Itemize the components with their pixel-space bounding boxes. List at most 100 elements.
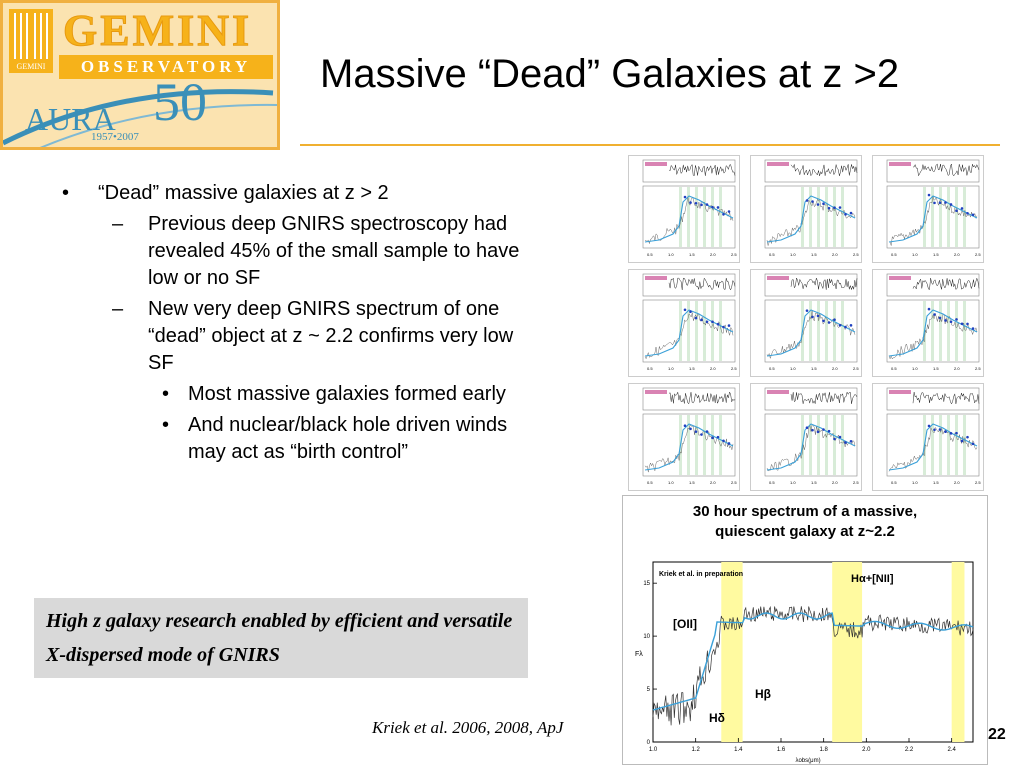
thumb-data-point <box>689 201 692 204</box>
thumb-data-point <box>955 318 958 321</box>
thumb-data-point <box>949 320 953 324</box>
thumb-data-point <box>827 321 831 324</box>
thumb-x-tick: 2.5 <box>975 366 981 371</box>
thumb-band <box>825 415 828 475</box>
thumb-noise-line <box>912 277 980 291</box>
thumb-data-point <box>722 439 725 443</box>
thumb-band <box>687 301 690 361</box>
thumb-data-point <box>933 201 936 205</box>
thumb-x-tick: 2.0 <box>710 480 716 485</box>
thumb-x-tick: 1.0 <box>790 366 796 371</box>
thumb-band <box>825 301 828 361</box>
bullet-level2: – Previous deep GNIRS spectroscopy had r… <box>112 211 532 292</box>
thumb-band <box>695 415 698 475</box>
thumb-main-frame <box>642 185 736 249</box>
thumb-data-point <box>705 203 709 206</box>
thumb-data-point <box>811 428 814 432</box>
thumb-data-point <box>927 193 931 197</box>
thumbnail-plot: 0.5 1.0 1.5 2.0 2.5 <box>764 159 859 257</box>
bullet-text: Previous deep GNIRS spectroscopy had rev… <box>148 213 520 289</box>
thumb-data-point <box>844 213 847 216</box>
thumb-id-label <box>889 162 911 166</box>
thumb-model-line <box>766 195 856 243</box>
thumbnail-plot: 0.5 1.0 1.5 2.0 2.5 <box>642 273 737 371</box>
thumb-data-point <box>694 430 698 433</box>
thumb-id-label <box>767 162 789 166</box>
thumb-top-frame <box>886 159 980 183</box>
thumbnail-plot: 0.5 1.0 1.5 2.0 2.5 <box>764 387 859 485</box>
thumb-data-point <box>849 440 853 443</box>
thumb-band <box>817 301 820 361</box>
thumb-data-point <box>944 201 947 204</box>
thumb-data-point <box>833 206 836 209</box>
spectrum-plot: Kriek et al. in preparation [OII] Hδ Hβ … <box>635 561 974 764</box>
thumb-noise-line <box>668 277 736 291</box>
thumb-data-point <box>705 430 709 433</box>
thumb-x-tick: 2.0 <box>832 480 838 485</box>
bullet-marker: • <box>162 414 170 436</box>
bullet-level2: – New very deep GNIRS spectrum of one “d… <box>112 296 532 377</box>
thumb-data-point <box>838 435 842 439</box>
thumb-top-frame <box>764 273 858 297</box>
atmospheric-band <box>721 562 743 742</box>
thumb-band <box>695 301 698 361</box>
thumb-data-point <box>960 439 964 443</box>
atmospheric-band <box>951 562 965 742</box>
bullet-marker: • <box>62 182 70 204</box>
thumbnail-plot: 0.5 1.0 1.5 2.0 2.5 <box>764 273 859 371</box>
x-tick-label: 1.8 <box>819 747 828 753</box>
spectrum-thumbnail: 0.5 1.0 1.5 2.0 2.5 <box>872 269 984 377</box>
thumb-band <box>825 187 828 247</box>
thumb-main-frame <box>642 299 736 363</box>
bullet-level1: • “Dead” massive galaxies at z > 2 <box>62 180 532 207</box>
x-tick-label: 1.6 <box>777 747 786 753</box>
thumb-id-label <box>645 390 667 394</box>
thumb-x-tick: 1.5 <box>689 366 695 371</box>
thumb-band <box>955 187 958 247</box>
thumb-data-point <box>966 435 969 439</box>
thumb-x-tick: 1.5 <box>689 480 695 485</box>
bullet-list: • “Dead” massive galaxies at z > 2 – Pre… <box>62 180 532 466</box>
thumb-band <box>939 187 942 247</box>
thumb-data-point <box>827 429 831 433</box>
thumbnail-plot: 0.5 1.0 1.5 2.0 2.5 <box>886 273 981 371</box>
thumb-data-point <box>938 428 942 431</box>
thumb-id-label <box>645 276 667 280</box>
y-tick-labels: 15 10 5 0 <box>643 581 657 746</box>
thumb-data-point <box>694 202 698 205</box>
thumb-data-point <box>927 424 931 428</box>
thumb-id-label <box>645 162 667 166</box>
thumb-data-point <box>822 428 825 431</box>
thumb-band <box>817 187 820 247</box>
thumb-x-tick: 1.5 <box>933 366 939 371</box>
spectrum-thumbnail: 0.5 1.0 1.5 2.0 2.5 <box>750 269 862 377</box>
thumb-x-tick: 1.0 <box>912 480 918 485</box>
spectrum-title-line2: quiescent galaxy at z~2.2 <box>715 523 895 540</box>
thumb-data-point <box>971 442 975 446</box>
thumb-model-line <box>888 195 978 243</box>
thumb-noise-line <box>912 163 980 177</box>
thumb-band <box>955 415 958 475</box>
line-label-hbeta: Hβ <box>755 687 771 701</box>
thumb-model-line <box>644 195 734 243</box>
thumb-data-point <box>949 432 953 435</box>
thumb-model-line <box>888 309 978 357</box>
spectrum-thumbnail: 0.5 1.0 1.5 2.0 2.5 <box>872 155 984 263</box>
thumb-data-point <box>811 200 814 203</box>
thumb-data-point <box>960 322 964 326</box>
thumb-x-tick: 2.0 <box>832 366 838 371</box>
thumb-data-point <box>949 203 953 206</box>
thumb-top-frame <box>764 387 858 411</box>
plot-frame <box>652 561 974 743</box>
thumb-top-frame <box>642 159 736 183</box>
thumb-x-tick: 1.0 <box>668 366 674 371</box>
thumb-main-frame <box>764 185 858 249</box>
thumb-band <box>687 187 690 247</box>
bullet-marker: • <box>162 383 170 405</box>
thumb-data-point <box>933 428 936 432</box>
thumb-band <box>703 415 706 475</box>
thumb-main-frame <box>886 413 980 477</box>
bullet-level3: • Most massive galaxies formed early <box>162 381 532 408</box>
thumb-model-line <box>766 309 856 357</box>
atmospheric-band <box>832 562 863 742</box>
